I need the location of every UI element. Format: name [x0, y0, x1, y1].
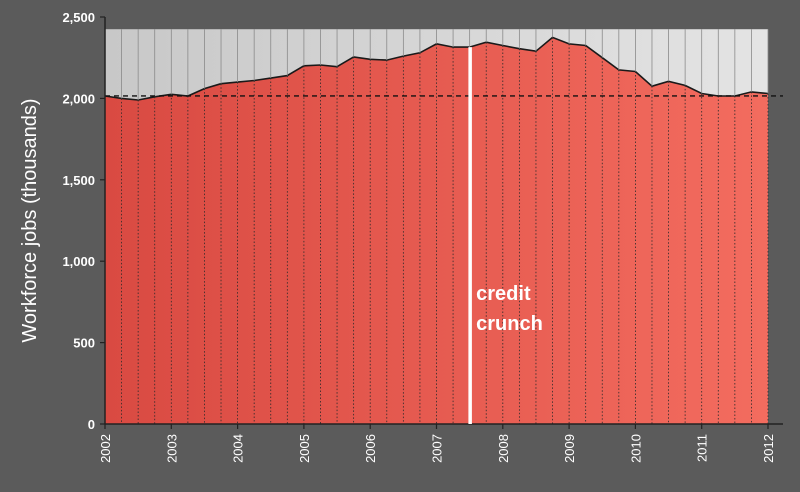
y-tick-label: 2,000	[62, 91, 95, 106]
x-tick-label: 2006	[363, 434, 378, 463]
x-tick-label: 2004	[231, 434, 246, 463]
y-tick-label: 2,500	[62, 10, 95, 25]
y-tick-label: 500	[73, 336, 95, 351]
quarter-dividers	[104, 29, 769, 424]
x-tick-label: 2003	[164, 434, 179, 463]
x-tick-label: 2010	[628, 434, 643, 463]
x-tick-label: 2002	[98, 434, 113, 463]
axes: 0 500 1,000 1,500 2,000 2,500 2002 2003 2004 2005…	[19, 10, 783, 463]
annotation-label-line1: credit	[476, 283, 531, 305]
x-tick-label: 2008	[496, 434, 511, 463]
x-tick-label: 2012	[761, 434, 776, 463]
y-axis-label: Workforce jobs (thousands)	[19, 98, 41, 342]
x-tick-label: 2009	[562, 434, 577, 463]
annotation-label-line2: crunch	[476, 313, 543, 335]
x-tick-label: 2007	[430, 434, 445, 463]
y-tick-label: 1,500	[62, 173, 95, 188]
x-tick-label: 2005	[297, 434, 312, 463]
x-tick-label: 2011	[695, 434, 710, 462]
y-tick-label: 0	[88, 417, 95, 432]
y-tick-label: 1,000	[62, 254, 95, 269]
annotation-group: credit crunch	[468, 47, 543, 424]
